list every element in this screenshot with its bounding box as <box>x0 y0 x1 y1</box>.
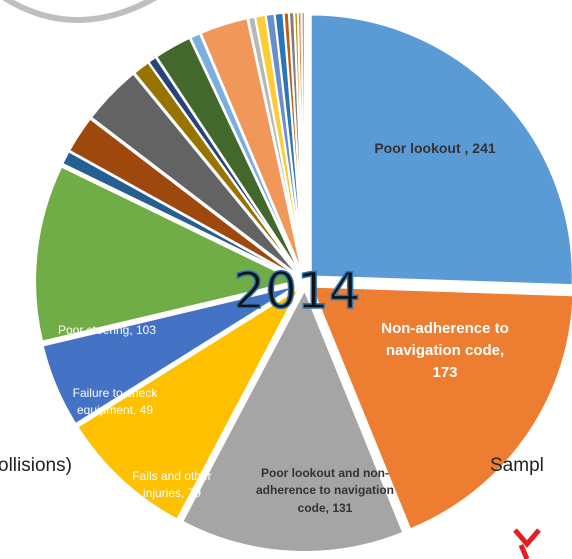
red-mark <box>513 528 541 559</box>
pie-slice <box>310 285 572 531</box>
pie-slice <box>300 11 306 275</box>
pie-slice <box>76 285 303 521</box>
data-label: Non-adherence to navigation code, 173 <box>381 320 509 381</box>
annotation: ollisions) <box>0 455 72 476</box>
data-label: Poor lookout , 241 <box>374 140 496 156</box>
data-label: Poor lookout and non-adherence to naviga… <box>255 466 395 515</box>
annotation: Sampl <box>490 455 544 476</box>
data-label: Failure to check equipment, 49 <box>72 386 158 418</box>
data-label: Poor steering, 103 <box>57 323 157 337</box>
pie-slice <box>67 117 299 279</box>
pie-slice <box>309 13 572 287</box>
chart-title: 2014 <box>233 261 362 321</box>
pie-slice <box>180 287 405 553</box>
pie-slice <box>41 284 299 426</box>
pie-slice <box>89 72 301 278</box>
pie-slice <box>34 165 301 343</box>
other-chart-edge <box>2 0 158 23</box>
data-label: Falls and other injuries, 79 <box>132 469 212 501</box>
